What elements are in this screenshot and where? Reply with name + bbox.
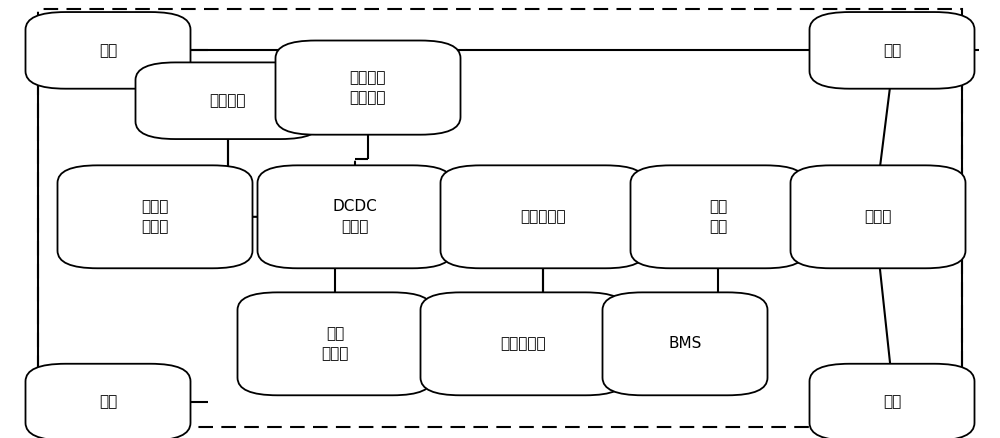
FancyBboxPatch shape: [441, 165, 646, 268]
Text: 轮胎: 轮胎: [99, 43, 117, 58]
FancyBboxPatch shape: [26, 12, 190, 88]
FancyBboxPatch shape: [276, 41, 460, 135]
Text: DCDC
升压器: DCDC 升压器: [333, 199, 377, 234]
FancyBboxPatch shape: [602, 293, 768, 395]
Text: 驱动桥: 驱动桥: [864, 209, 892, 224]
Text: 整车
控制器: 整车 控制器: [321, 326, 349, 361]
Text: 轮胎: 轮胎: [883, 43, 901, 58]
Text: 电机控制器: 电机控制器: [520, 209, 566, 224]
Text: 供氢系统
附件系统: 供氢系统 附件系统: [350, 70, 386, 105]
Text: 驱动
电机: 驱动 电机: [709, 199, 727, 234]
Text: 轮胎: 轮胎: [99, 395, 117, 410]
FancyBboxPatch shape: [26, 364, 190, 438]
FancyBboxPatch shape: [136, 63, 320, 139]
Text: 轮胎: 轮胎: [883, 395, 901, 410]
Text: BMS: BMS: [668, 336, 702, 351]
Text: 动力电池组: 动力电池组: [500, 336, 546, 351]
FancyBboxPatch shape: [421, 293, 626, 395]
FancyBboxPatch shape: [58, 165, 252, 268]
Text: 氢燃料
电池堆: 氢燃料 电池堆: [141, 199, 169, 234]
FancyBboxPatch shape: [631, 165, 805, 268]
FancyBboxPatch shape: [258, 165, 452, 268]
FancyBboxPatch shape: [810, 12, 974, 88]
FancyBboxPatch shape: [810, 364, 974, 438]
Text: 储氢系统: 储氢系统: [210, 93, 246, 108]
FancyBboxPatch shape: [790, 165, 966, 268]
FancyBboxPatch shape: [238, 293, 432, 395]
